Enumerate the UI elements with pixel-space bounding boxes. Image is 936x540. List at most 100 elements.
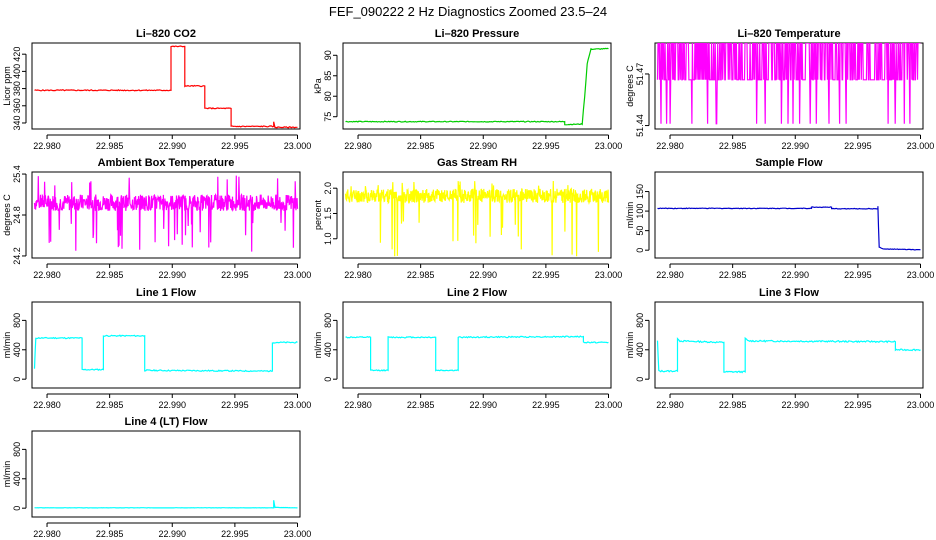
line-3-flow-y-tick-label: 400 <box>635 342 645 357</box>
ambient-box-temperature-x-tick-label: 22.990 <box>158 270 186 280</box>
line-3-flow-title: Line 3 Flow <box>759 287 819 299</box>
line-3-flow-y-tick-label: 800 <box>635 313 645 328</box>
sample-flow-x-tick-label: 22.995 <box>844 270 872 280</box>
sample-flow-y-tick-label: 0 <box>635 248 645 253</box>
line-2-flow-x-tick-label: 22.980 <box>344 400 372 410</box>
sample-flow-panel: Sample Flow 22.980 22.985 22.990 22.995 23.00… <box>625 157 934 280</box>
line-3-flow-x-tick-label: 22.985 <box>719 400 747 410</box>
line-1-flow-x-tick-label: 22.980 <box>33 400 61 410</box>
li-820-pressure-y-tick-label: 80 <box>323 91 333 101</box>
line-4-lt-flow-x-tick-label: 22.980 <box>33 529 61 539</box>
li-820-temperature-x-tick-label: 22.990 <box>781 141 809 151</box>
li-820-co2-x-tick-label: 23.000 <box>284 141 312 151</box>
line-1-flow-panel: Line 1 Flow 22.980 22.985 22.990 22.995 23.00… <box>2 287 311 410</box>
sample-flow-x-tick-label: 22.985 <box>719 270 747 280</box>
line-3-flow-x-tick-label: 22.990 <box>781 400 809 410</box>
line-4-lt-flow-plot-frame <box>31 430 301 518</box>
page-title: FEF_090222 2 Hz Diagnostics Zoomed 23.5–… <box>328 4 608 19</box>
ambient-box-temperature-x-tick-label: 22.995 <box>221 270 249 280</box>
line-1-flow-y-tick-label: 800 <box>12 313 22 328</box>
line-2-flow-plot-frame <box>342 301 612 389</box>
line-4-lt-flow-y-tick-label: 0 <box>12 506 22 511</box>
sample-flow-plot-frame <box>654 171 924 259</box>
ambient-box-temperature-y-tick-label: 24.2 <box>12 247 22 265</box>
li-820-co2-y-tick-label: 360 <box>12 98 22 113</box>
sample-flow-x-tick-label: 23.000 <box>907 270 935 280</box>
li-820-co2-x-tick-label: 22.985 <box>96 141 124 151</box>
li-820-pressure-x-tick-label: 22.990 <box>469 141 497 151</box>
line-2-flow-x-tick-label: 22.985 <box>407 400 435 410</box>
ambient-box-temperature-x-tick-label: 23.000 <box>284 270 312 280</box>
sample-flow-x-tick-label: 22.980 <box>656 270 684 280</box>
li-820-co2-y-tick-label: 400 <box>12 64 22 79</box>
sample-flow-series-line <box>657 206 921 251</box>
line-4-lt-flow-x-tick-label: 22.990 <box>158 529 186 539</box>
li-820-temperature-x-tick-label: 22.995 <box>844 141 872 151</box>
line-1-flow-y-tick-label: 400 <box>12 342 22 357</box>
line-4-lt-flow-panel: Line 4 (LT) Flow 22.980 22.985 22.990 22.995… <box>2 416 311 539</box>
li-820-temperature-panel: Li–820 Temperature 22.980 22.985 22.990 22.9… <box>625 28 934 151</box>
gas-stream-rh-panel: Gas Stream RH 22.980 22.985 22.990 22.995 23.… <box>313 157 622 280</box>
li-820-pressure-series-line <box>345 47 609 126</box>
li-820-co2-y-tick-label: 420 <box>12 47 22 62</box>
li-820-pressure-y-label: kPa <box>313 78 323 94</box>
li-820-temperature-series-line <box>656 43 921 125</box>
li-820-co2-plot-frame <box>31 42 301 130</box>
li-820-pressure-y-tick-label: 90 <box>323 50 333 60</box>
ambient-box-temperature-title: Ambient Box Temperature <box>98 157 235 169</box>
line-4-lt-flow-title: Line 4 (LT) Flow <box>125 416 208 428</box>
gas-stream-rh-series-line <box>344 180 610 257</box>
li-820-pressure-x-tick-label: 22.980 <box>344 141 372 151</box>
line-1-flow-title: Line 1 Flow <box>136 287 196 299</box>
li-820-co2-y-tick-label: 380 <box>12 81 22 96</box>
li-820-co2-y-label: Licor ppm <box>2 66 12 106</box>
gas-stream-rh-y-tick-label: 1.5 <box>323 207 333 220</box>
li-820-co2-title: Li–820 CO2 <box>136 28 196 40</box>
line-1-flow-y-label: ml/min <box>2 332 12 359</box>
line-1-flow-x-tick-label: 22.995 <box>221 400 249 410</box>
li-820-temperature-y-tick-label: 51.44 <box>635 114 645 137</box>
li-820-temperature-y-tick-label: 51.47 <box>635 63 645 86</box>
line-2-flow-x-tick-label: 22.990 <box>469 400 497 410</box>
line-1-flow-series-line <box>33 334 298 373</box>
line-3-flow-y-tick-label: 0 <box>635 377 645 382</box>
ambient-box-temperature-y-label: degrees C <box>2 194 12 236</box>
line-2-flow-panel: Line 2 Flow 22.980 22.985 22.990 22.995 23.00… <box>313 287 622 410</box>
li-820-pressure-title: Li–820 Pressure <box>435 28 519 40</box>
li-820-temperature-title: Li–820 Temperature <box>737 28 840 40</box>
line-2-flow-title: Line 2 Flow <box>447 287 507 299</box>
line-1-flow-y-tick-label: 0 <box>12 377 22 382</box>
li-820-co2-x-tick-label: 22.980 <box>33 141 61 151</box>
ambient-box-temperature-plot-frame <box>31 171 301 259</box>
li-820-pressure-y-tick-label: 85 <box>323 71 333 81</box>
li-820-co2-series-line <box>34 45 298 129</box>
line-3-flow-x-tick-label: 22.980 <box>656 400 684 410</box>
line-2-flow-y-tick-label: 0 <box>323 377 333 382</box>
line-4-lt-flow-y-tick-label: 800 <box>12 442 22 457</box>
li-820-temperature-x-tick-label: 23.000 <box>907 141 935 151</box>
li-820-temperature-y-label: degrees C <box>625 65 635 107</box>
gas-stream-rh-title: Gas Stream RH <box>437 157 517 169</box>
ambient-box-temperature-x-tick-label: 22.980 <box>33 270 61 280</box>
gas-stream-rh-plot-frame <box>342 171 612 259</box>
line-1-flow-x-tick-label: 22.990 <box>158 400 186 410</box>
line-2-flow-y-tick-label: 400 <box>323 342 333 357</box>
li-820-pressure-x-tick-label: 23.000 <box>595 141 623 151</box>
line-2-flow-y-tick-label: 800 <box>323 313 333 328</box>
ambient-box-temperature-y-tick-label: 25.4 <box>12 165 22 183</box>
li-820-co2-panel: Li–820 CO2 22.980 22.985 22.990 22.995 23.000… <box>2 28 311 151</box>
line-2-flow-x-tick-label: 22.995 <box>532 400 560 410</box>
line-4-lt-flow-x-tick-label: 22.995 <box>221 529 249 539</box>
sample-flow-y-tick-label: 50 <box>635 226 645 236</box>
line-2-flow-x-tick-label: 23.000 <box>595 400 623 410</box>
line-2-flow-y-label: ml/min <box>313 332 323 359</box>
gas-stream-rh-x-tick-label: 22.995 <box>532 270 560 280</box>
line-4-lt-flow-y-label: ml/min <box>2 461 12 488</box>
li-820-pressure-y-tick-label: 75 <box>323 112 333 122</box>
sample-flow-y-tick-label: 100 <box>635 204 645 219</box>
li-820-co2-x-tick-label: 22.995 <box>221 141 249 151</box>
ambient-box-temperature-x-tick-label: 22.985 <box>96 270 124 280</box>
li-820-pressure-plot-frame <box>342 42 612 130</box>
sample-flow-x-tick-label: 22.990 <box>781 270 809 280</box>
li-820-co2-y-tick-label: 340 <box>12 115 22 130</box>
